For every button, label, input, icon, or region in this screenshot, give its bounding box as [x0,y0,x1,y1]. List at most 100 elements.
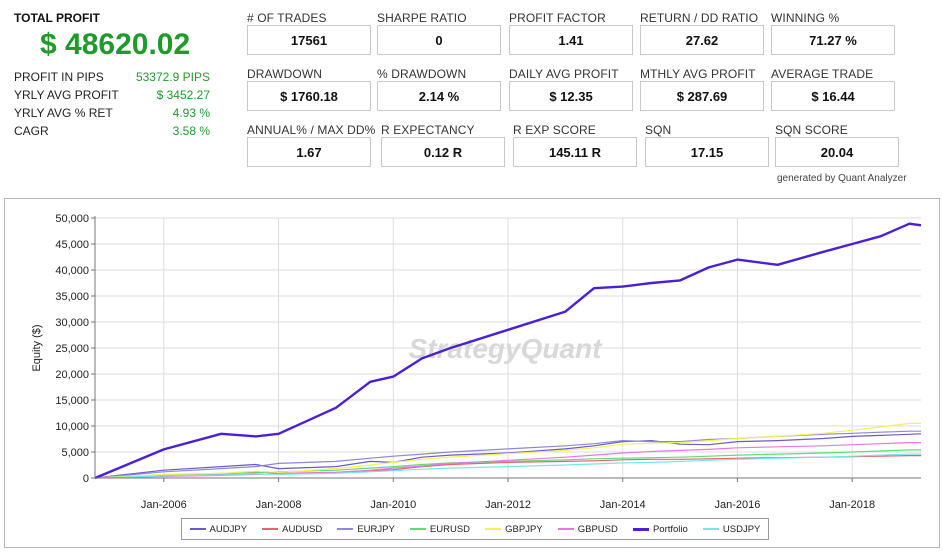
summary-row-value: $ 3452.27 [156,88,210,102]
y-tick-label: 25,000 [55,343,89,355]
legend-label: AUDUSD [282,523,323,535]
stat-label: % DRAWDOWN [377,67,467,81]
stat-label: SQN SCORE [775,123,848,137]
legend-label: AUDJPY [209,523,248,535]
x-tick-label: Jan-2014 [600,499,646,511]
axis-layer: 0 5,000 10,000 15,000 20,000 25,000 30,000 35,0… [55,213,921,511]
summary-row: YRLY AVG % RET 4.93 % [14,106,210,122]
summary-row-label: YRLY AVG PROFIT [14,88,119,102]
equity-chart-frame [4,198,940,548]
series-line-usdjpy [94,453,921,479]
stat-label: # OF TRADES [247,11,327,25]
credit-text: generated by Quant Analyzer [777,173,907,184]
legend-item-audusd: AUDUSD [262,524,322,535]
legend-swatch [409,528,426,530]
stat-label: AVERAGE TRADE [771,67,874,81]
total-profit-label: TOTAL PROFIT [14,11,100,25]
stat-value: 17561 [247,25,371,55]
stat-value: 27.62 [640,25,764,55]
stat-label: MTHLY AVG PROFIT [640,67,756,81]
y-tick-label: 40,000 [55,265,89,277]
stat-value: 1.41 [509,25,633,55]
stat-value: 0.12 R [381,137,505,167]
y-tick-label: 15,000 [55,395,89,407]
legend-label: Portfolio [652,523,688,535]
stat-label: SQN [645,123,672,137]
stat-label: SHARPE RATIO [377,11,467,25]
series-line-gbpjpy [94,422,921,479]
stat-label: ANNUAL% / MAX DD% [247,123,376,137]
legend-item-gbpusd: GBPUSD [557,523,618,535]
summary-row: CAGR 3.58 % [14,124,210,140]
stat-value: $ 1760.18 [247,81,371,111]
stat-value: $ 12.35 [509,81,633,111]
x-tick-label: Jan-2010 [370,499,416,511]
series-line-portfolio [94,222,922,480]
legend-swatch [262,528,279,530]
y-tick-label: 20,000 [55,369,89,381]
stat-label: DAILY AVG PROFIT [509,67,619,81]
x-tick-label: Jan-2018 [829,499,875,511]
stat-value: 71.27 % [771,25,895,55]
series-line-audjpy [94,433,922,479]
legend-swatch [189,528,206,530]
summary-row-value: 4.93 % [172,106,210,120]
y-tick-label: 30,000 [55,317,89,329]
legend-label: USDJPY [722,523,761,535]
stat-label: WINNING % [771,11,840,25]
stat-label: R EXPECTANCY [381,123,475,137]
legend-item-eurjpy: EURJPY [337,523,395,535]
legend-swatch [632,527,649,531]
summary-row-value: 3.58 % [172,124,210,138]
stat-value: 20.04 [775,137,899,167]
legend-swatch [702,528,719,530]
legend-item-usdjpy: USDJPY [702,523,761,535]
stat-value: 1.67 [247,137,371,167]
legend-item-portfolio: Portfolio [632,523,688,535]
legend-swatch [557,528,574,530]
x-tick-label: Jan-2012 [485,499,531,511]
legend-label: EURJPY [357,523,395,535]
legend-item-gbpjpy: GBPJPY [485,524,543,535]
watermark: StrategyQuant [409,333,604,364]
summary-row-label: PROFIT IN PIPS [14,70,104,84]
series-line-eurjpy [94,430,921,479]
summary-row: PROFIT IN PIPS 53372.9 PIPS [14,70,210,86]
y-tick-label: 10,000 [55,421,89,433]
summary-row-label: CAGR [14,124,49,138]
legend-swatch [337,528,354,530]
stat-value: 145.11 R [513,137,637,167]
stat-value: 0 [377,25,501,55]
y-tick-label: 35,000 [55,291,89,303]
stat-value: $ 16.44 [771,81,895,111]
stat-value: $ 287.69 [640,81,764,111]
x-tick-label: Jan-2008 [256,499,302,511]
legend-swatch [485,528,502,530]
stat-label: DRAWDOWN [247,67,323,81]
legend-label: EURUSD [429,523,471,535]
total-profit-value: $ 48620.02 [40,28,191,61]
stat-value: 17.15 [645,137,769,167]
series-layer [94,222,922,480]
y-axis-label: Equity ($) [31,324,43,371]
summary-row: YRLY AVG PROFIT $ 3452.27 [14,88,210,104]
stat-value: 2.14 % [377,81,501,111]
y-tick-label: 0 [83,473,89,485]
x-tick-label: Jan-2016 [715,499,761,511]
legend-item-audjpy: AUDJPY [189,523,248,535]
legend-label: GBPJPY [505,523,543,535]
stat-label: RETURN / DD RATIO [640,11,759,25]
y-tick-label: 50,000 [55,213,89,225]
legend-label: GBPUSD [577,523,618,535]
stat-label: PROFIT FACTOR [509,11,606,25]
summary-row-value: 53372.9 PIPS [135,70,210,84]
chart-legend: AUDJPY AUDUSD EURJPY EURUSD GBPJPY GBPUSD Port… [181,518,769,540]
legend-item-eurusd: EURUSD [409,523,471,535]
grid-layer [95,217,921,479]
y-tick-label: 5,000 [61,447,89,459]
summary-row-label: YRLY AVG % RET [14,106,113,120]
y-tick-label: 45,000 [55,239,89,251]
stat-label: R EXP SCORE [513,123,596,137]
x-tick-label: Jan-2006 [141,499,187,511]
